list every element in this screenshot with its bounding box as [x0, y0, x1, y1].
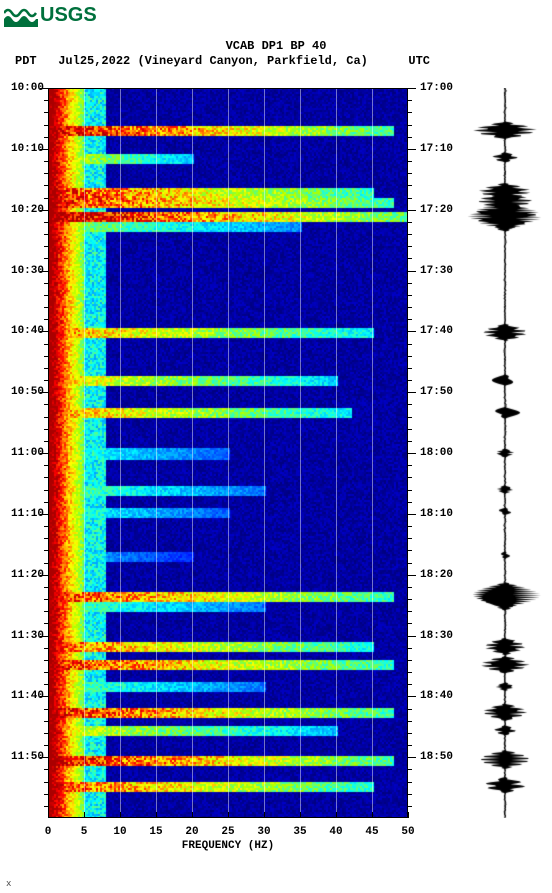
y-right-label: 17:40	[420, 325, 453, 337]
x-label: 35	[293, 826, 306, 838]
usgs-logo-text: USGS	[40, 4, 97, 27]
x-label: 45	[365, 826, 378, 838]
x-label: 15	[149, 826, 162, 838]
x-label: 5	[81, 826, 88, 838]
y-right-label: 18:30	[420, 630, 453, 642]
usgs-logo: USGS	[4, 4, 97, 27]
x-label: 40	[329, 826, 342, 838]
x-axis-frequency: FREQUENCY (HZ) 05101520253035404550	[48, 818, 408, 858]
seismogram-canvas	[465, 88, 545, 818]
y-right-label: 18:00	[420, 447, 453, 459]
utc-label: UTC	[408, 54, 430, 68]
x-label: 0	[45, 826, 52, 838]
y-right-label: 18:50	[420, 751, 453, 763]
x-label: 30	[257, 826, 270, 838]
x-axis-title: FREQUENCY (HZ)	[182, 840, 274, 852]
y-axis-left-pdt: 10:0010:1010:2010:3010:4010:5011:0011:10…	[0, 88, 48, 818]
x-label: 20	[185, 826, 198, 838]
spectrogram-plot	[48, 88, 408, 818]
y-right-label: 17:10	[420, 143, 453, 155]
y-right-label: 18:40	[420, 690, 453, 702]
x-label: 25	[221, 826, 234, 838]
chart-subtitle: PDT Jul25,2022 (Vineyard Canyon, Parkfie…	[15, 54, 368, 68]
y-right-label: 17:20	[420, 204, 453, 216]
footer-mark: x	[6, 879, 11, 889]
y-axis-right-utc: 17:0017:1017:2017:3017:4017:5018:0018:10…	[408, 88, 456, 818]
usgs-wave-icon	[4, 5, 38, 27]
chart-title: VCAB DP1 BP 40	[0, 39, 552, 53]
y-right-label: 17:50	[420, 386, 453, 398]
y-right-label: 17:00	[420, 82, 453, 94]
y-right-label: 17:30	[420, 265, 453, 277]
x-label: 50	[401, 826, 414, 838]
y-right-label: 18:20	[420, 569, 453, 581]
seismogram-trace	[465, 88, 545, 818]
x-label: 10	[113, 826, 126, 838]
y-right-label: 18:10	[420, 508, 453, 520]
